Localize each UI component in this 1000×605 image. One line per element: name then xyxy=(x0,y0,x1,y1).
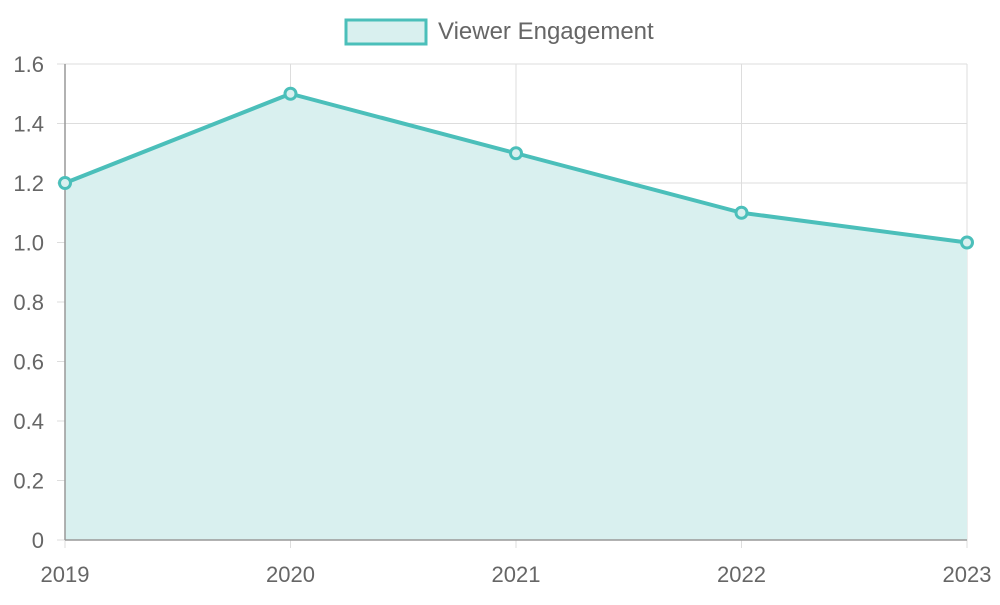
y-tick-label: 0.6 xyxy=(13,350,44,375)
data-point[interactable] xyxy=(734,205,749,220)
y-tick-label: 1.0 xyxy=(13,231,44,256)
data-point[interactable] xyxy=(58,176,72,190)
x-tick-label: 2022 xyxy=(717,562,766,587)
y-tick-label: 0.2 xyxy=(13,469,44,494)
y-tick-label: 1.4 xyxy=(13,112,44,137)
y-tick-label: 1.2 xyxy=(13,171,44,196)
x-tick-label: 2023 xyxy=(943,562,992,587)
data-point[interactable] xyxy=(283,86,298,101)
area-fill xyxy=(65,93,967,540)
y-tick-label: 0 xyxy=(32,528,44,553)
legend-label[interactable]: Viewer Engagement xyxy=(438,18,654,45)
legend-swatch[interactable] xyxy=(344,18,428,46)
data-points xyxy=(58,86,974,250)
x-tick-label: 2021 xyxy=(492,562,541,587)
data-point[interactable] xyxy=(960,235,974,250)
x-tick-label: 2019 xyxy=(41,562,90,587)
area-series xyxy=(64,91,968,540)
legend[interactable]: Viewer Engagement xyxy=(344,18,654,46)
y-tick-label: 0.4 xyxy=(13,409,44,434)
y-tick-label: 1.6 xyxy=(13,52,44,77)
x-tick-label: 2020 xyxy=(266,562,315,587)
data-point[interactable] xyxy=(509,146,523,161)
y-tick-label: 0.8 xyxy=(13,290,44,315)
tick-labels: 0 0.2 0.4 0.6 0.8 1.0 1.2 1.4 1.6 2019 2020 2021 202… xyxy=(13,52,991,587)
axes xyxy=(64,64,967,541)
